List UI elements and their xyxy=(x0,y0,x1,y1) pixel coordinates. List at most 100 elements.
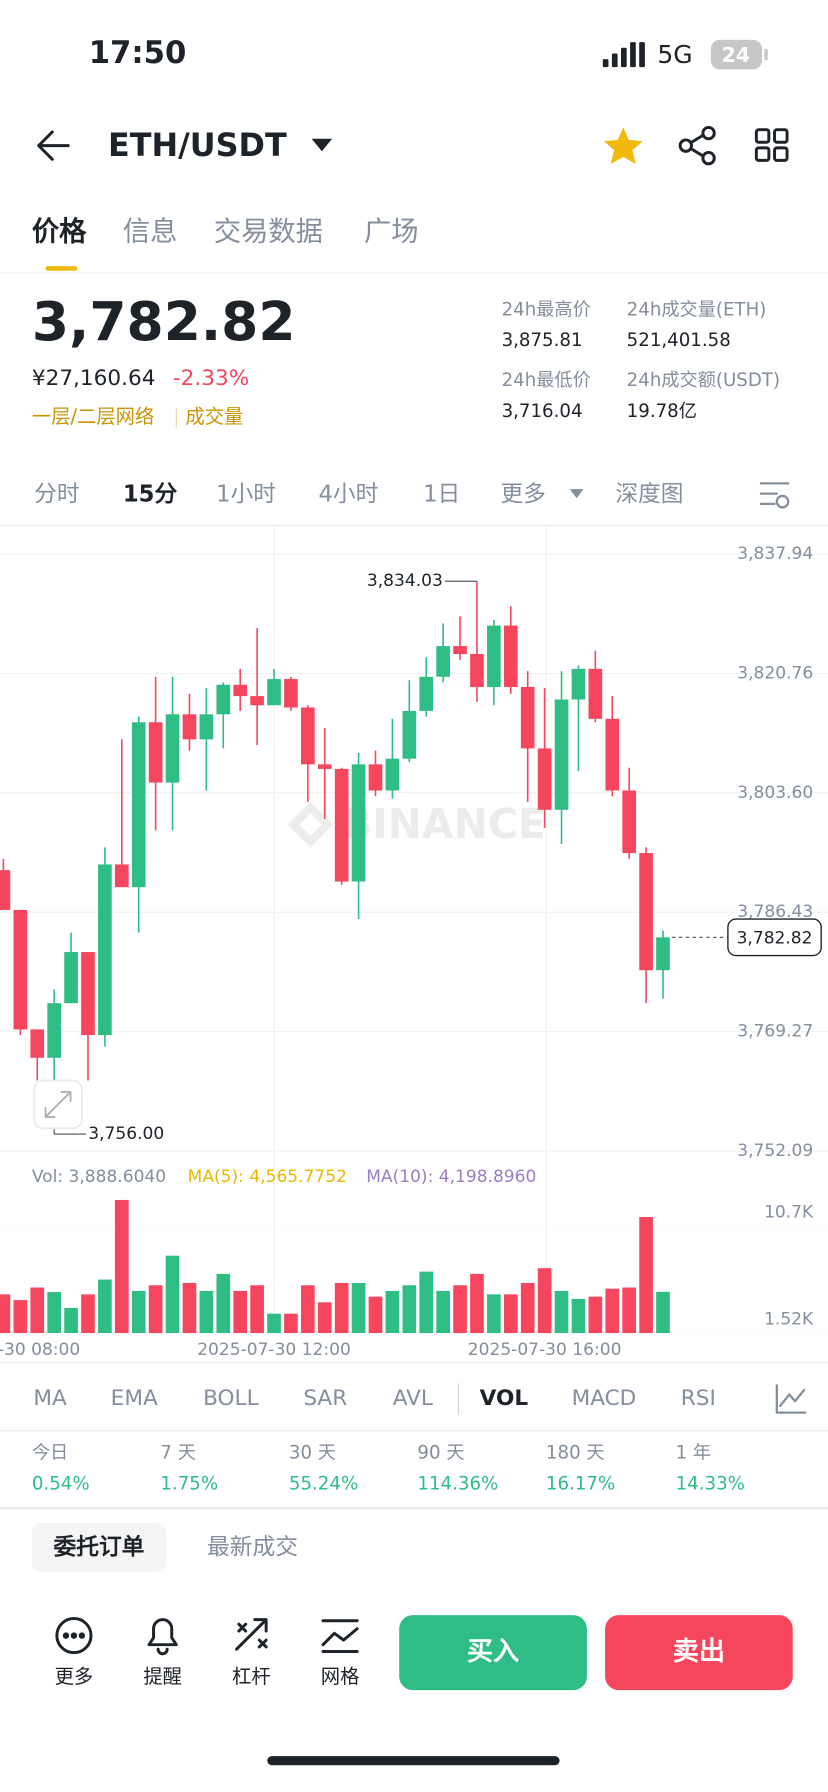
tab[interactable]: 交易数据 xyxy=(214,217,323,248)
battery-cap xyxy=(764,48,768,61)
action-label[interactable]: 网格 xyxy=(321,1665,360,1688)
period-change: 55.24% xyxy=(289,1473,358,1494)
share-button[interactable] xyxy=(678,125,716,166)
interval[interactable]: 更多 xyxy=(500,481,545,507)
indicator[interactable]: BOLL xyxy=(203,1386,258,1411)
tag[interactable]: 一层/二层网络 xyxy=(32,405,154,428)
volume-bar xyxy=(317,1302,332,1334)
candle-body xyxy=(64,952,78,1004)
tab[interactable]: 信息 xyxy=(123,217,178,248)
candle-body xyxy=(317,764,332,769)
volume-bar xyxy=(182,1282,197,1334)
indicator[interactable]: MACD xyxy=(572,1386,637,1411)
pair-dropdown[interactable] xyxy=(311,138,333,152)
candle-body xyxy=(165,714,180,783)
volume-bar xyxy=(588,1296,603,1334)
more-dropdown[interactable] xyxy=(569,489,584,499)
volume-bar xyxy=(605,1288,620,1334)
indicator[interactable]: RSI xyxy=(681,1386,716,1411)
y-tick-label: 3,786.43 xyxy=(737,902,813,922)
candle-body xyxy=(81,952,95,1036)
chart-settings[interactable] xyxy=(759,482,790,509)
action-label[interactable]: 杠杆 xyxy=(232,1665,271,1688)
volume-bar xyxy=(537,1268,552,1334)
interval[interactable]: 4小时 xyxy=(318,481,378,507)
indicator[interactable]: MA xyxy=(33,1386,67,1411)
order-tab[interactable]: 委托订单 xyxy=(52,1534,144,1560)
volume-bar xyxy=(487,1294,501,1334)
candle-body xyxy=(13,909,28,1030)
candle-body xyxy=(148,722,163,783)
volume-bar xyxy=(656,1291,670,1334)
favorite-star[interactable] xyxy=(603,127,643,164)
volume-tick-label: 10.7K xyxy=(764,1202,814,1222)
volume-bar xyxy=(131,1290,146,1334)
interval[interactable]: 分时 xyxy=(34,481,79,507)
interval[interactable]: 15分 xyxy=(123,481,178,507)
candle-body xyxy=(98,864,112,1036)
candle-body xyxy=(639,853,653,971)
expand-button[interactable] xyxy=(33,1079,83,1130)
action-label[interactable]: 提醒 xyxy=(143,1665,182,1688)
indicator[interactable]: EMA xyxy=(111,1386,158,1411)
tag[interactable]: 成交量 xyxy=(185,405,243,428)
period-label: 今日 xyxy=(32,1443,68,1464)
period-change: 1.75% xyxy=(160,1473,218,1494)
volume-legend: MA(10): 4,198.8960 xyxy=(366,1167,536,1187)
indicator[interactable]: SAR xyxy=(303,1386,347,1411)
volume-bar xyxy=(436,1290,450,1334)
volume-bar xyxy=(47,1292,61,1334)
buy-button[interactable] xyxy=(399,1615,587,1691)
battery-body xyxy=(710,39,763,70)
volume-bar xyxy=(81,1294,95,1334)
candle-body xyxy=(520,686,535,749)
volume-bar xyxy=(402,1285,417,1334)
tab[interactable]: 价格 xyxy=(32,217,87,248)
order-tab[interactable]: 最新成交 xyxy=(207,1534,298,1560)
y-tick-label: 3,769.27 xyxy=(737,1022,813,1042)
volume-bar xyxy=(267,1313,281,1334)
network-type: 5G xyxy=(657,40,692,69)
volume-bar xyxy=(368,1296,383,1334)
candle-body xyxy=(114,864,129,888)
watermark-text: BINANCE xyxy=(341,800,546,848)
interval[interactable]: 深度图 xyxy=(615,481,683,507)
period-label: 30 天 xyxy=(289,1443,336,1464)
volume-bar xyxy=(520,1282,535,1334)
interval[interactable]: 1小时 xyxy=(216,481,276,507)
pair-title[interactable]: ETH/USDT xyxy=(108,126,287,164)
y-tick-label: 3,837.94 xyxy=(737,544,813,564)
volume-bar xyxy=(284,1313,298,1334)
volume-bar xyxy=(0,1294,11,1334)
candle-body xyxy=(537,748,552,810)
candle-body xyxy=(182,714,197,740)
candle-body xyxy=(233,684,248,697)
candle-body xyxy=(622,790,637,854)
indicator[interactable]: VOL xyxy=(480,1386,529,1411)
buy-label[interactable]: 买入 xyxy=(467,1637,519,1667)
indicator[interactable]: AVL xyxy=(393,1386,433,1411)
candle-body xyxy=(267,679,281,706)
volume-bar xyxy=(334,1282,349,1334)
y-tick-label: 3,752.09 xyxy=(737,1141,813,1161)
volume-bar xyxy=(419,1271,434,1334)
volume-bar xyxy=(233,1290,248,1334)
menu-grid[interactable] xyxy=(754,128,789,162)
signal-icon xyxy=(602,42,645,68)
volume-bar xyxy=(216,1273,231,1334)
action-label[interactable]: 更多 xyxy=(55,1665,94,1688)
divider xyxy=(0,1507,828,1510)
back-button[interactable] xyxy=(37,130,70,161)
candle-body xyxy=(250,696,264,706)
period-change: 0.54% xyxy=(32,1473,90,1494)
candle-body xyxy=(588,668,603,719)
indicator-settings[interactable] xyxy=(775,1384,807,1414)
price-cny: ¥27,160.64 xyxy=(32,366,156,391)
interval[interactable]: 1日 xyxy=(423,481,460,507)
sell-label[interactable]: 卖出 xyxy=(673,1637,725,1667)
candle-body xyxy=(334,768,349,882)
candle-body xyxy=(385,758,400,791)
tab[interactable]: 广场 xyxy=(364,217,419,248)
sell-button[interactable] xyxy=(605,1615,793,1691)
x-tick-label: 2025-07-30 16:00 xyxy=(468,1340,622,1360)
